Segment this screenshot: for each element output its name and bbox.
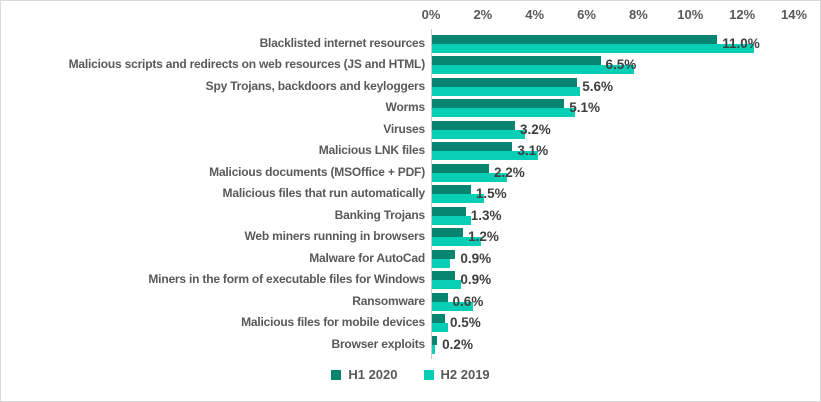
data-label: 1.5% — [475, 186, 507, 201]
bar-h2-2019 — [432, 86, 580, 96]
data-label: 0.5% — [449, 315, 481, 330]
data-label: 0.9% — [460, 272, 492, 287]
bar-h2-2019 — [432, 344, 435, 354]
data-label: 0.9% — [460, 250, 492, 266]
x-axis-tick-label: 6% — [577, 7, 596, 22]
data-label: 3.1% — [517, 143, 549, 158]
chart-row: Malicious files that run automatically 1.… — [1, 183, 820, 205]
category-label: Malicious files for mobile devices — [241, 315, 425, 329]
bar-h1-2020 — [432, 185, 471, 194]
bar-h1-2020 — [432, 292, 448, 302]
bar-h2-2019 — [432, 108, 575, 117]
bar-h1-2020 — [432, 228, 464, 237]
x-axis-tick-label: 10% — [677, 7, 704, 22]
data-label: 5.6% — [582, 78, 613, 94]
chart-row: Viruses 3.2% — [1, 119, 820, 141]
bar-h2-2019 — [432, 151, 539, 160]
category-label: Web miners running in browsers — [244, 229, 426, 243]
legend-label: H2 2019 — [440, 367, 490, 382]
y-axis-line — [431, 29, 432, 359]
category-label: Browser exploits — [331, 336, 426, 351]
bar-h2-2019 — [432, 43, 754, 53]
category-label: Malicious LNK files — [318, 143, 425, 157]
bar-h1-2020 — [432, 163, 490, 173]
chart-row: Browser exploits 0.2% — [1, 334, 820, 356]
bar-h2-2019 — [432, 65, 635, 74]
chart-row: Malware for AutoCad 0.9% — [1, 248, 820, 270]
category-label: Malicious scripts and redirects on web r… — [68, 57, 426, 71]
chart-row: Worms 5.1% — [1, 97, 820, 119]
category-label: Banking Trojans — [334, 207, 426, 222]
data-label: 11.0% — [722, 35, 760, 51]
bar-h2-2019 — [432, 194, 484, 203]
x-axis-tick-label: 8% — [629, 7, 648, 22]
bar-h1-2020 — [432, 314, 445, 323]
chart-row: Blacklisted internet resources 11.0% — [1, 33, 820, 55]
data-label: 3.2% — [519, 121, 551, 137]
bar-h1-2020 — [432, 56, 601, 65]
legend-item-h2-2019: H2 2019 — [423, 367, 490, 382]
data-label: 0.2% — [442, 336, 473, 352]
bar-h2-2019 — [432, 215, 471, 225]
legend: H1 2020 H2 2019 — [1, 367, 820, 382]
x-axis-tick-label: 4% — [525, 7, 545, 22]
data-label: 1.2% — [468, 229, 499, 244]
chart-row: Banking Trojans 1.3% — [1, 205, 820, 227]
chart-row: Web miners running in browsers 1.2% — [1, 226, 820, 248]
chart-row: Malicious documents (MSOffice + PDF) 2.2% — [1, 162, 820, 184]
bar-h2-2019 — [432, 129, 526, 139]
category-label: Spy Trojans, backdoors and keyloggers — [205, 78, 426, 93]
x-axis-tick-label: 12% — [729, 7, 756, 22]
chart-row: Malicious files for mobile devices 0.5% — [1, 312, 820, 334]
chart-row: Ransomware 0.6% — [1, 291, 820, 313]
category-label: Viruses — [383, 121, 425, 136]
bar-h1-2020 — [432, 249, 456, 259]
data-label: 0.6% — [452, 293, 484, 309]
data-label: 6.5% — [605, 57, 637, 72]
bar-h1-2020 — [432, 271, 456, 280]
category-label: Blacklisted internet resources — [259, 35, 426, 50]
bar-h1-2020 — [432, 34, 718, 44]
bar-h1-2020 — [432, 120, 515, 130]
x-axis-tick-label: 14% — [780, 7, 808, 22]
legend-swatch-icon — [423, 369, 434, 380]
chart-row: Malicious LNK files 3.1% — [1, 140, 820, 162]
category-label: Ransomware — [352, 293, 425, 308]
data-label: 5.1% — [569, 100, 601, 115]
category-label: Malware for AutoCad — [309, 250, 425, 265]
x-axis-tick-label: 2% — [473, 7, 493, 22]
category-label: Miners in the form of executable files f… — [148, 272, 425, 286]
x-axis-tick-label: 0% — [421, 7, 441, 22]
bar-h2-2019 — [432, 172, 508, 182]
chart-row: Miners in the form of executable files f… — [1, 269, 820, 291]
bar-h1-2020 — [432, 206, 466, 216]
bar-h2-2019 — [432, 323, 448, 332]
category-label: Malicious files that run automatically — [222, 186, 426, 200]
bar-h2-2019 — [432, 237, 482, 246]
bar-h1-2020 — [432, 335, 438, 345]
bar-h1-2020 — [432, 99, 565, 108]
bar-h2-2019 — [432, 258, 451, 268]
legend-item-h1-2020: H1 2020 — [331, 367, 398, 382]
category-label: Worms — [385, 100, 426, 114]
bar-h2-2019 — [432, 301, 474, 311]
chart-row: Spy Trojans, backdoors and keyloggers 5.6… — [1, 76, 820, 98]
chart-row: Malicious scripts and redirects on web r… — [1, 54, 820, 76]
data-label: 2.2% — [494, 164, 525, 180]
data-label: 1.3% — [470, 207, 502, 223]
bar-h1-2020 — [432, 142, 513, 151]
bar-h1-2020 — [432, 77, 578, 87]
legend-swatch-icon — [331, 369, 342, 380]
category-label: Malicious documents (MSOffice + PDF) — [209, 164, 425, 179]
bar-h2-2019 — [432, 280, 461, 289]
legend-label: H1 2020 — [348, 367, 398, 382]
